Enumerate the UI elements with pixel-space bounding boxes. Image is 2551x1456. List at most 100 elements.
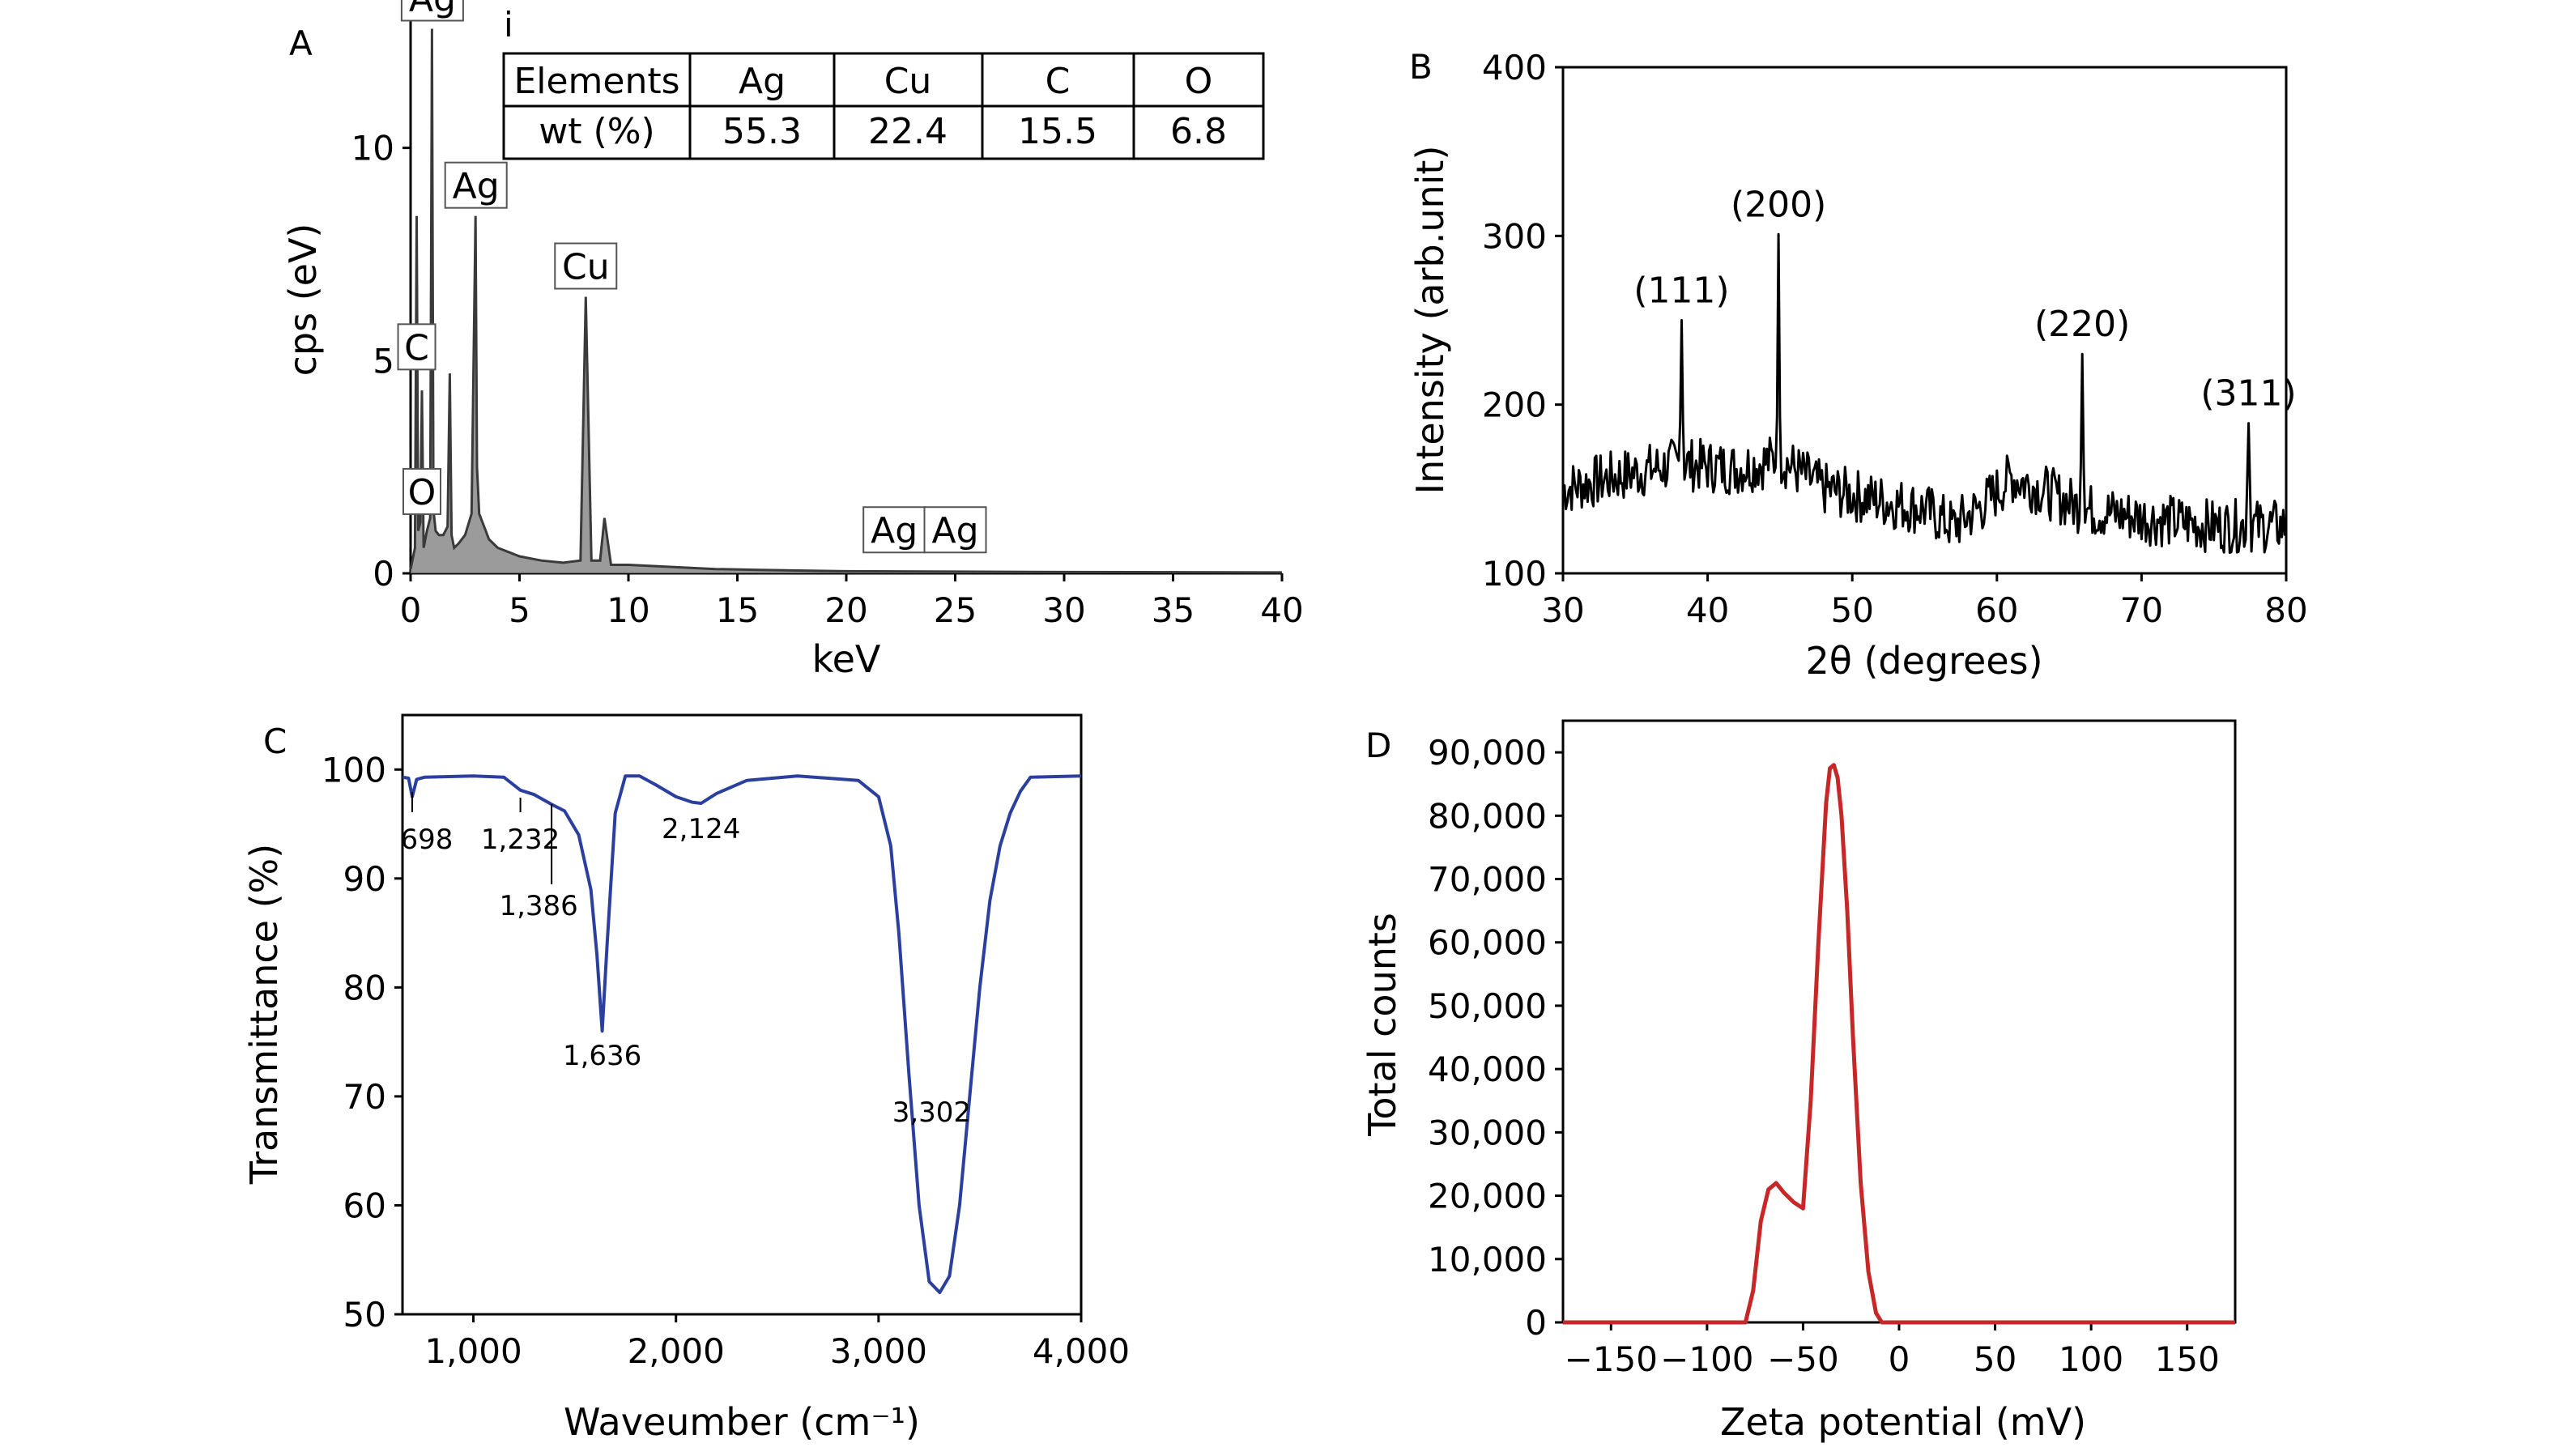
panel-d-zeta-line (1563, 763, 2235, 1325)
panel-a-x-tick-label: 25 (934, 590, 977, 630)
panel-a-x-tick-label: 0 (400, 590, 422, 630)
panel-a-y-tick-label: 5 (373, 341, 394, 381)
panel-d-y-ticks: 0 10,000 20,000 30,000 40,000 50,000 60,000 70,… (1428, 733, 1563, 1343)
panel-letter-d: D (1365, 726, 1391, 765)
panel-b-xlabel: 2θ (degrees) (1805, 639, 2042, 683)
inset-table-header: Cu (884, 61, 932, 102)
panel-a: 0 5 10 15 20 25 30 35 40 0 5 10 Ag Ag Cu C O Ag Ag keV c… (281, 0, 1304, 681)
ftir-peak-label: 1,386 (499, 890, 577, 922)
inset-table-header: O (1185, 61, 1213, 102)
xrd-peak-label: (200) (1731, 184, 1826, 225)
panel-c-x-tick-label: 4,000 (1033, 1331, 1130, 1371)
panel-a-peak-labels: Ag Ag Cu C O Ag Ag (397, 0, 987, 554)
panel-b-x-tick-label: 70 (2120, 590, 2163, 630)
peak-label-o: O (408, 472, 437, 513)
panel-c-y-tick-label: 100 (322, 750, 386, 790)
panel-d-y-tick-label: 10,000 (1428, 1240, 1547, 1279)
inset-table-header: C (1046, 61, 1071, 102)
panel-a-x-tick-label: 30 (1042, 590, 1085, 630)
panel-c-y-tick-label: 50 (343, 1295, 386, 1335)
panel-a-y-ticks: 0 5 10 (351, 129, 411, 594)
panel-a-x-tick-label: 20 (824, 590, 867, 630)
panel-d-y-tick-label: 60,000 (1428, 923, 1547, 963)
panel-a-x-tick-label: 35 (1152, 590, 1195, 630)
peak-label-ag: Ag (409, 0, 456, 20)
panel-c-ylabel: Transmittance (%) (242, 844, 286, 1185)
panel-b-y-tick-label: 300 (1482, 216, 1547, 256)
panel-a-xlabel: keV (812, 637, 881, 681)
peak-label-box (923, 506, 987, 554)
panel-a-y-tick-label: 10 (351, 129, 394, 168)
peak-label-box (397, 323, 437, 371)
peak-label-box (862, 506, 926, 554)
panel-c-y-tick-label: 80 (343, 968, 386, 1007)
inset-table-cell: 55.3 (722, 111, 802, 152)
panel-c-x-tick-label: 1,000 (424, 1331, 522, 1371)
ftir-peak-label: 2,124 (662, 813, 740, 845)
inset-table-header: Ag (739, 61, 786, 102)
panel-d-x-tick-label: −150 (1565, 1339, 1658, 1379)
panel-b-y-tick-label: 400 (1482, 48, 1547, 87)
panel-b-y-ticks: 100 200 300 400 (1482, 48, 1563, 594)
panel-b-ylabel: Intensity (arb.unit) (1408, 146, 1452, 495)
panel-b-x-tick-label: 50 (1830, 590, 1873, 630)
panel-d-y-tick-label: 80,000 (1428, 796, 1547, 836)
panel-b-y-tick-label: 200 (1482, 385, 1547, 425)
xrd-peak-label: (311) (2200, 373, 2296, 415)
panel-d-x-ticks: −150 −100 −50 0 50 100 150 (1565, 1322, 2220, 1379)
panel-c: 1,000 2,000 3,000 4,000 50 60 70 80 90 100 698 1,… (242, 713, 1130, 1444)
peak-label-box (554, 242, 618, 290)
panel-a-x-tick-label: 5 (509, 590, 530, 630)
panel-d-y-tick-label: 90,000 (1428, 733, 1547, 773)
panel-c-x-tick-label: 3,000 (830, 1331, 927, 1371)
panel-b-y-tick-label: 100 (1482, 554, 1547, 594)
panel-d: −150 −100 −50 0 50 100 150 0 10,000 20,000 30,000… (1361, 719, 2237, 1444)
peak-label-box (402, 467, 441, 515)
peak-label-cu: Cu (562, 247, 610, 288)
panel-c-y-tick-label: 60 (343, 1186, 386, 1225)
inset-table-cell: 6.8 (1170, 111, 1227, 152)
peak-label-ag: Ag (453, 166, 500, 207)
ftir-peak-label: 1,636 (563, 1040, 641, 1072)
panel-d-y-tick-label: 40,000 (1428, 1049, 1547, 1089)
panel-d-frame (1561, 719, 2237, 1324)
ftir-peak-label: 3,302 (892, 1096, 971, 1129)
panel-c-frame (401, 713, 1083, 1316)
panel-a-x-tick-label: 40 (1260, 590, 1303, 630)
panel-b-frame (1561, 66, 2288, 575)
peak-label-box (400, 0, 464, 22)
panel-d-x-tick-label: −100 (1660, 1339, 1753, 1379)
panel-d-y-tick-label: 30,000 (1428, 1113, 1547, 1152)
inset-table-cell: 15.5 (1018, 111, 1097, 152)
panel-d-y-tick-label: 0 (1525, 1303, 1547, 1343)
panel-d-y-tick-label: 50,000 (1428, 986, 1547, 1026)
panel-d-x-tick-label: −50 (1767, 1339, 1839, 1379)
panel-b-x-tick-label: 30 (1541, 590, 1584, 630)
panel-d-y-tick-label: 70,000 (1428, 860, 1547, 900)
panel-letter-a: A (289, 23, 313, 63)
panel-a-ylabel: cps (eV) (281, 224, 325, 377)
panel-b-x-ticks: 30 40 50 60 70 80 (1541, 573, 2308, 630)
panel-b: 30 40 50 60 70 80 100 200 300 400 (111) (200) (220… (1408, 48, 2308, 683)
panel-a-axes: 0 5 10 15 20 25 30 35 40 0 5 10 (351, 20, 1304, 630)
panel-c-annotations: 698 1,232 1,386 2,124 1,636 3,302 (401, 792, 971, 1129)
panel-a-x-tick-label: 15 (716, 590, 759, 630)
panel-b-x-tick-label: 60 (1975, 590, 2018, 630)
panel-c-y-tick-label: 70 (343, 1077, 386, 1117)
inset-table-cell: wt (%) (539, 111, 654, 152)
peak-label-ag: Ag (871, 510, 918, 551)
inset-table-cell: 22.4 (868, 111, 948, 152)
panel-a-x-ticks: 0 5 10 15 20 25 30 35 40 (400, 573, 1304, 630)
inset-table-header: Elements (513, 61, 679, 102)
panel-c-xlabel: Waveumber (cm⁻¹) (564, 1400, 920, 1444)
panel-a-spectrum-line (409, 28, 1283, 574)
panel-c-y-tick-label: 90 (343, 859, 386, 899)
panel-a-y-tick-label: 0 (373, 554, 394, 594)
panel-b-x-tick-label: 40 (1686, 590, 1729, 630)
panel-d-xlabel: Zeta potential (mV) (1720, 1400, 2086, 1444)
panel-d-x-tick-label: 0 (1889, 1339, 1910, 1379)
panel-d-y-tick-label: 20,000 (1428, 1177, 1547, 1216)
inset-label: i (504, 5, 513, 45)
panel-d-x-tick-label: 150 (2155, 1339, 2220, 1379)
